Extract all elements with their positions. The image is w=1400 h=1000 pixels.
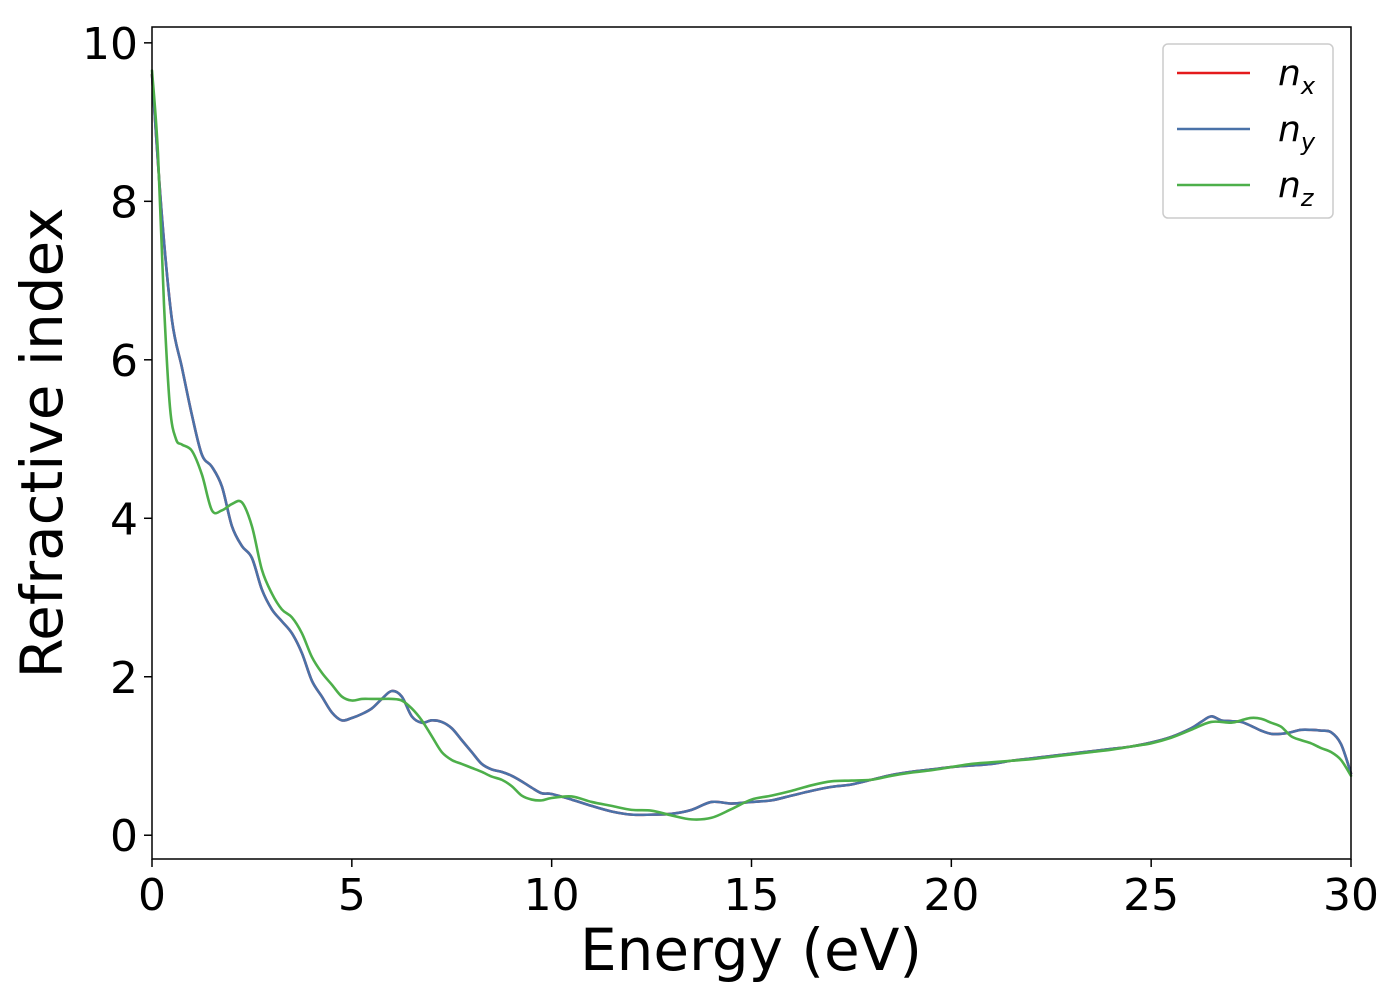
x-tick-label: 5 — [338, 870, 366, 921]
x-tick-label: 0 — [138, 870, 166, 921]
x-tick-label: 25 — [1123, 870, 1179, 921]
legend-box — [1162, 43, 1334, 219]
y-tick-label: 6 — [110, 336, 138, 387]
y-tick-label: 8 — [110, 177, 138, 228]
x-axis: 0 5 10 15 20 25 30 — [138, 859, 1379, 921]
x-tick-label: 10 — [524, 870, 580, 921]
y-axis-title: Refractive index — [8, 207, 76, 678]
y-tick-label: 2 — [110, 653, 138, 704]
x-axis-title: Energy (eV) — [580, 916, 922, 984]
x-tick-label: 15 — [724, 870, 780, 921]
y-tick-label: 0 — [110, 811, 138, 862]
x-tick-label: 30 — [1323, 870, 1379, 921]
series-line-nz — [150, 69, 1353, 821]
y-tick-label: 10 — [82, 19, 138, 70]
plot-background — [152, 27, 1351, 859]
y-tick-label: 4 — [110, 494, 138, 545]
series-layer — [150, 69, 1353, 821]
series-line-ny — [150, 73, 1353, 817]
y-axis: 0 2 4 6 8 10 — [82, 19, 152, 862]
x-tick-label: 20 — [923, 870, 979, 921]
